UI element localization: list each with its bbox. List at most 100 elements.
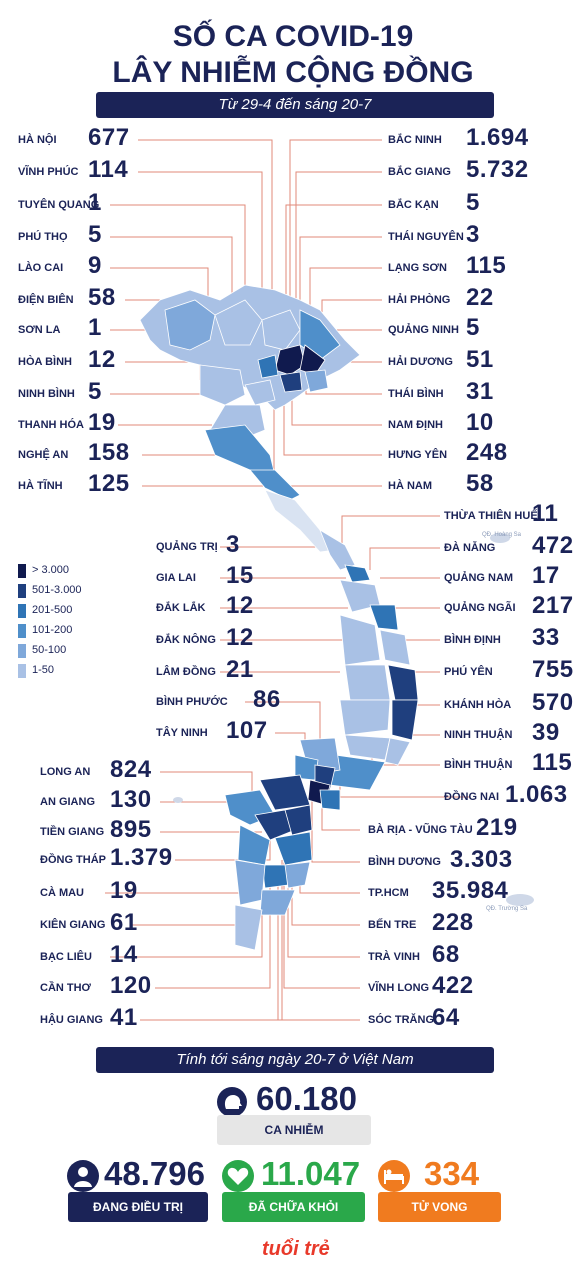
province-name: BẾN TRE <box>368 919 417 931</box>
province-name: HẢI PHÒNG <box>388 294 451 306</box>
province-case-count: 228 <box>432 909 474 936</box>
province-name: BẠC LIÊU <box>40 951 92 963</box>
province-case-count: 217 <box>532 592 574 619</box>
province-name: LONG AN <box>40 766 91 778</box>
hoang-sa-label: QĐ. Hoàng Sa <box>482 532 522 538</box>
province-case-count: 158 <box>88 439 130 466</box>
province-case-count: 12 <box>88 346 116 373</box>
province-name: HẢI DƯƠNG <box>388 356 453 368</box>
province-name: TRÀ VINH <box>368 951 420 963</box>
province-case-count: 120 <box>110 972 152 999</box>
province-case-count: 3.303 <box>450 846 513 873</box>
province-name: BẮC NINH <box>388 134 442 146</box>
province-name: NINH BÌNH <box>18 388 75 400</box>
province-case-count: 5 <box>466 314 480 341</box>
province-name: SÓC TRĂNG <box>368 1014 434 1026</box>
legend-swatch <box>18 564 26 578</box>
province-name: BÌNH DƯƠNG <box>368 856 441 868</box>
province-case-count: 15 <box>226 562 254 589</box>
province-name: KIÊN GIANG <box>40 919 106 931</box>
province-case-count: 570 <box>532 689 574 716</box>
province-name: PHÚ YÊN <box>444 666 493 678</box>
province-case-count: 115 <box>532 749 573 776</box>
province-name: QUẢNG NINH <box>388 324 459 336</box>
province-case-count: 5 <box>466 189 480 216</box>
legend-label: > 3.000 <box>32 564 70 576</box>
province-case-count: 677 <box>88 124 130 151</box>
heart-icon <box>222 1160 254 1192</box>
province-name: HẬU GIANG <box>40 1014 103 1026</box>
province-name: BÌNH THUẬN <box>444 759 513 771</box>
province-name: TÂY NINH <box>156 727 208 739</box>
province-case-count: 219 <box>476 814 518 841</box>
truong-sa-label: QĐ. Trường Sa <box>486 906 528 912</box>
province-name: LÂM ĐỒNG <box>156 666 216 678</box>
province-case-count: 39 <box>532 719 560 746</box>
doctor-icon <box>67 1160 99 1192</box>
province-case-count: 41 <box>110 1004 138 1031</box>
province-name: TIỀN GIANG <box>40 826 105 838</box>
province-case-count: 114 <box>88 156 129 183</box>
province-case-count: 3 <box>226 531 240 558</box>
province-name: NAM ĐỊNH <box>388 419 443 431</box>
province-name: PHÚ THỌ <box>18 231 68 243</box>
province-case-count: 1 <box>88 189 102 216</box>
province-case-count: 19 <box>88 409 116 436</box>
province-name: GIA LAI <box>156 572 196 584</box>
province-case-count: 755 <box>532 656 574 683</box>
total-value: 60.180 <box>256 1080 357 1117</box>
province-name: BẮC KẠN <box>388 199 439 211</box>
province-case-count: 5.732 <box>466 156 529 183</box>
province-case-count: 33 <box>532 624 560 651</box>
province-name: ĐÀ NẴNG <box>444 542 496 554</box>
tuoi-tre-logo: tuổi trẻ <box>262 1238 330 1260</box>
province-case-count: 472 <box>532 532 574 559</box>
province-case-count: 58 <box>466 470 494 497</box>
province-case-count: 12 <box>226 592 254 619</box>
legend-label: 201-500 <box>32 604 73 616</box>
province-name: SƠN LA <box>18 324 61 336</box>
legend-swatch <box>18 644 26 658</box>
province-case-count: 22 <box>466 284 494 311</box>
province-name: ĐỒNG NAI <box>444 791 499 803</box>
province-name: BÌNH PHƯỚC <box>156 696 228 708</box>
bed-icon <box>378 1160 410 1192</box>
province-case-count: 125 <box>88 470 130 497</box>
deaths-label: TỬ VONG <box>378 1192 501 1222</box>
province-case-count: 1.694 <box>466 124 529 151</box>
province-name: TUYÊN QUANG <box>18 199 100 211</box>
province-name: VĨNH PHÚC <box>18 166 79 178</box>
province-name: VĨNH LONG <box>368 982 430 994</box>
recovered-label: ĐÃ CHỮA KHỎI <box>222 1192 365 1222</box>
province-name: HÀ NAM <box>388 480 432 492</box>
province-case-count: 3 <box>466 221 480 248</box>
province-name: BÀ RỊA - VŨNG TÀU <box>368 824 473 836</box>
province-case-count: 422 <box>432 972 474 999</box>
province-case-count: 1 <box>88 314 102 341</box>
legend-label: 101-200 <box>32 624 73 636</box>
legend-swatch <box>18 664 26 678</box>
province-name: ĐIỆN BIÊN <box>18 294 74 306</box>
province-case-count: 115 <box>466 252 507 279</box>
summary-banner: Tính tới sáng ngày 20-7 ở Việt Nam <box>96 1047 494 1073</box>
province-name: NGHỆ AN <box>18 449 69 461</box>
province-name: CÀ MAU <box>40 887 84 899</box>
province-name: THỪA THIÊN HUẾ <box>444 510 538 522</box>
main-title: SỐ CA COVID-19 <box>172 20 414 53</box>
province-case-count: 10 <box>466 409 494 436</box>
legend-label: 50-100 <box>32 644 67 656</box>
main-title-line2: LÂY NHIỄM CỘNG ĐỒNG <box>112 56 474 89</box>
province-name: AN GIANG <box>40 796 95 808</box>
legend-swatch <box>18 604 26 618</box>
treating-label: ĐANG ĐIỀU TRỊ <box>68 1192 208 1222</box>
province-case-count: 824 <box>110 756 152 783</box>
province-case-count: 107 <box>226 717 268 744</box>
province-case-count: 86 <box>253 686 281 713</box>
province-case-count: 130 <box>110 786 152 813</box>
province-name: QUẢNG TRỊ <box>156 541 218 553</box>
province-case-count: 68 <box>432 941 460 968</box>
province-case-count: 17 <box>532 562 560 589</box>
province-name: HÀ NỘI <box>18 134 57 146</box>
province-case-count: 31 <box>466 378 494 405</box>
